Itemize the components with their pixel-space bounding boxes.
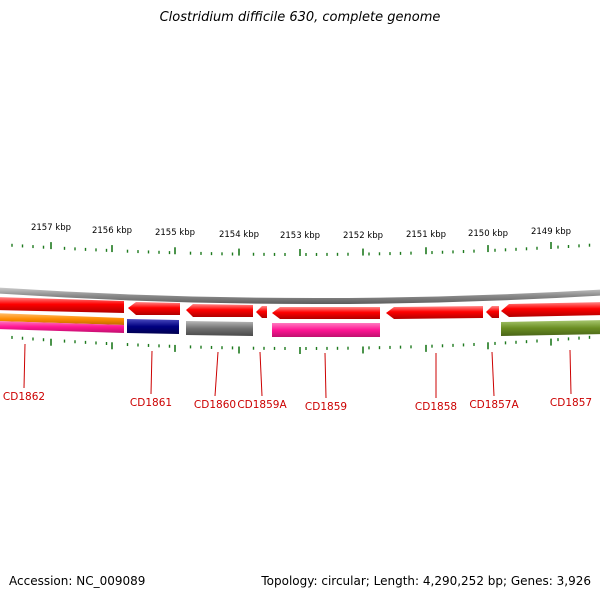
ruler-label: 2155 kbp [155, 228, 195, 238]
gene-label: CD1859A [237, 399, 287, 411]
leader-line [569, 349, 572, 395]
label-leaders [23, 343, 572, 399]
gene-label: CD1860 [194, 399, 236, 411]
ruler-label: 2150 kbp [468, 229, 508, 239]
accession-text: Accession: NC_009089 [9, 574, 146, 588]
gene-arrow [272, 307, 380, 319]
gene-label: CD1858 [415, 401, 457, 413]
ruler-ticks-outer [11, 241, 591, 256]
ruler-labels: 2157 kbp 2156 kbp 2155 kbp 2154 kbp 2153… [31, 223, 571, 241]
leader-line [150, 350, 153, 395]
gene-arrow [501, 302, 600, 317]
ruler-label: 2157 kbp [31, 223, 71, 233]
leader-line [23, 343, 26, 389]
ruler-label: 2153 kbp [280, 231, 320, 241]
category-block [272, 323, 380, 337]
gene-arrow [386, 306, 483, 319]
cds-track [0, 297, 600, 319]
category-block [0, 313, 124, 325]
gene-arrow [486, 306, 499, 318]
ruler-label: 2149 kbp [531, 227, 571, 237]
category-block [501, 320, 600, 336]
ruler-ticks-inner [11, 335, 591, 354]
gene-label: CD1862 [3, 391, 45, 403]
gene-labels: CD1862 CD1861 CD1860 CD1859A CD1859 CD18… [3, 391, 592, 413]
category-block [127, 319, 179, 334]
genome-backbone [0, 287, 600, 305]
leader-line [214, 351, 219, 397]
category-track [0, 313, 600, 337]
ruler-label: 2154 kbp [219, 230, 259, 240]
gene-label: CD1859 [305, 401, 347, 413]
gene-arrow [128, 302, 180, 315]
ruler-label: 2152 kbp [343, 231, 383, 241]
gene-arrow [0, 297, 124, 313]
leader-line [491, 351, 495, 397]
gene-label: CD1861 [130, 397, 172, 409]
leader-line [259, 351, 263, 397]
gene-arrow [256, 306, 267, 318]
gene-label: CD1857A [469, 399, 519, 411]
gene-label: CD1857 [550, 397, 592, 409]
category-block [186, 321, 253, 336]
gene-arrow [186, 304, 253, 317]
leader-line [324, 352, 327, 399]
ruler-label: 2156 kbp [92, 226, 132, 236]
ruler-label: 2151 kbp [406, 230, 446, 240]
category-block [0, 321, 124, 333]
genome-summary-text: Topology: circular; Length: 4,290,252 bp… [261, 574, 591, 588]
map-title: Clostridium difficile 630, complete geno… [159, 10, 441, 25]
